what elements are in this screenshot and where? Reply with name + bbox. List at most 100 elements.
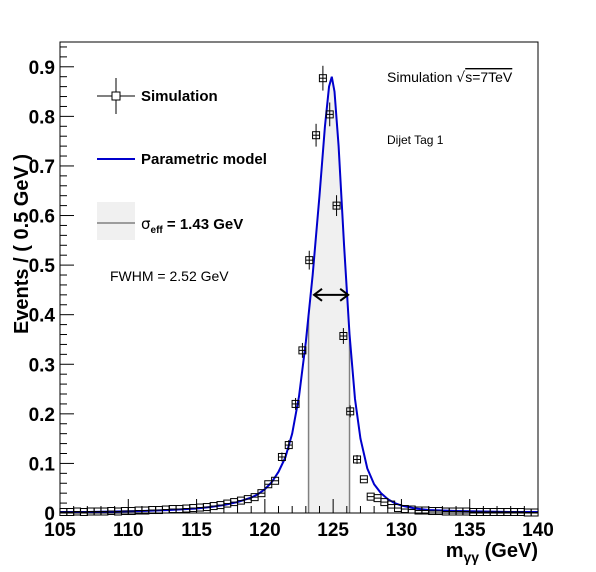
y-axis-title: Events / ( 0.5 GeV ) [11, 154, 33, 334]
data-point [216, 501, 225, 510]
x-axis-title: mγγ (GeV) [446, 540, 538, 565]
y-tick-label: 0.8 [29, 107, 55, 128]
x-tick-label: 135 [454, 520, 486, 541]
data-point-marker [291, 399, 300, 408]
data-point [230, 498, 239, 507]
data-point [271, 476, 280, 485]
legend-simulation-label: Simulation [141, 88, 218, 105]
data-point [366, 492, 375, 501]
data-point [79, 508, 88, 517]
x-tick-label: 115 [181, 520, 212, 541]
legend-sigma-label: σeff = 1.43 GeV [141, 215, 243, 236]
legend-model-label: Parametric model [141, 151, 267, 168]
data-points-layer [59, 65, 539, 517]
energy-label: Simulation √s=7TeV [387, 69, 513, 86]
data-point [195, 503, 204, 512]
data-point [148, 506, 157, 515]
fwhm-arrow [312, 288, 350, 302]
legend-sigma-marker [97, 202, 135, 240]
y-tick-label: 0 [44, 504, 55, 525]
fwhm-label: FWHM = 2.52 GeV [110, 268, 229, 284]
data-point [475, 508, 484, 517]
data-point [86, 507, 95, 516]
model-curve [60, 76, 538, 514]
data-point-marker [298, 346, 307, 355]
fwhm-arrow-right-head [339, 288, 350, 302]
data-point [455, 507, 464, 516]
data-point [93, 507, 102, 516]
x-axis-ticks: 105 110 115 120 125 130 135 140 [44, 499, 554, 541]
data-point [496, 508, 505, 517]
data-point-marker [359, 475, 368, 484]
data-point [66, 508, 75, 517]
data-point [223, 499, 232, 508]
data-point-marker [271, 476, 280, 485]
data-point [448, 507, 457, 516]
legend: Simulation Parametric model σeff = 1.43 … [97, 78, 267, 240]
data-point [489, 508, 498, 517]
x-tick-label: 125 [317, 520, 349, 541]
data-point-marker [339, 332, 348, 341]
x-tick-label: 130 [386, 520, 418, 541]
x-tick-label: 140 [522, 520, 554, 541]
data-point-marker [284, 441, 293, 450]
data-point [503, 508, 512, 517]
data-point [482, 508, 491, 517]
y-axis-ticks: 0 0.1 0.2 0.3 0.4 0.5 0.6 0.7 0.8 0.9 [29, 46, 74, 525]
data-point-marker [312, 131, 321, 140]
y-tick-label: 0.4 [29, 306, 56, 327]
data-point [510, 508, 519, 517]
data-point [73, 507, 82, 516]
data-point [182, 504, 191, 513]
data-point [305, 250, 314, 270]
data-point-marker [305, 256, 314, 265]
y-tick-label: 0.7 [29, 157, 55, 178]
data-point [359, 475, 368, 484]
data-point [516, 508, 525, 517]
y-tick-label: 0.6 [29, 207, 55, 228]
x-tick-label: 120 [249, 520, 281, 541]
data-point [189, 504, 198, 513]
data-point [168, 505, 177, 514]
data-point-marker [277, 452, 286, 461]
data-point [175, 505, 184, 514]
data-point-marker [257, 489, 266, 498]
data-point [462, 507, 471, 516]
data-point [291, 397, 300, 410]
data-point-marker [332, 201, 341, 210]
data-point [325, 102, 334, 127]
data-point [236, 496, 245, 505]
data-point [339, 328, 348, 344]
plot-frame [59, 41, 539, 514]
data-point [318, 65, 327, 91]
data-point [346, 405, 355, 418]
data-point [243, 495, 252, 504]
data-point-marker [318, 74, 327, 83]
model-curve-layer [60, 76, 538, 514]
y-tick-label: 0.9 [29, 58, 55, 79]
data-point [257, 489, 266, 498]
data-point [441, 507, 450, 516]
data-point [373, 494, 382, 503]
legend-simulation-marker [97, 78, 135, 114]
fwhm-arrow-left-head [312, 288, 323, 302]
data-point [312, 123, 321, 147]
y-tick-label: 0.3 [29, 355, 55, 376]
data-point [202, 503, 211, 512]
data-point-marker [346, 407, 355, 416]
y-tick-label: 0.5 [29, 256, 56, 277]
data-point [209, 502, 218, 511]
y-tick-label: 0.2 [29, 405, 55, 426]
x-tick-label: 110 [113, 520, 144, 541]
data-point [277, 452, 286, 462]
data-point-marker [325, 110, 334, 119]
data-point [380, 498, 389, 507]
data-point [284, 440, 293, 451]
data-point [298, 342, 307, 358]
data-point [59, 508, 68, 517]
y-tick-label: 0.1 [29, 454, 56, 475]
data-point [469, 508, 478, 517]
data-point [332, 195, 341, 217]
data-point [100, 507, 109, 516]
data-point [353, 454, 362, 464]
